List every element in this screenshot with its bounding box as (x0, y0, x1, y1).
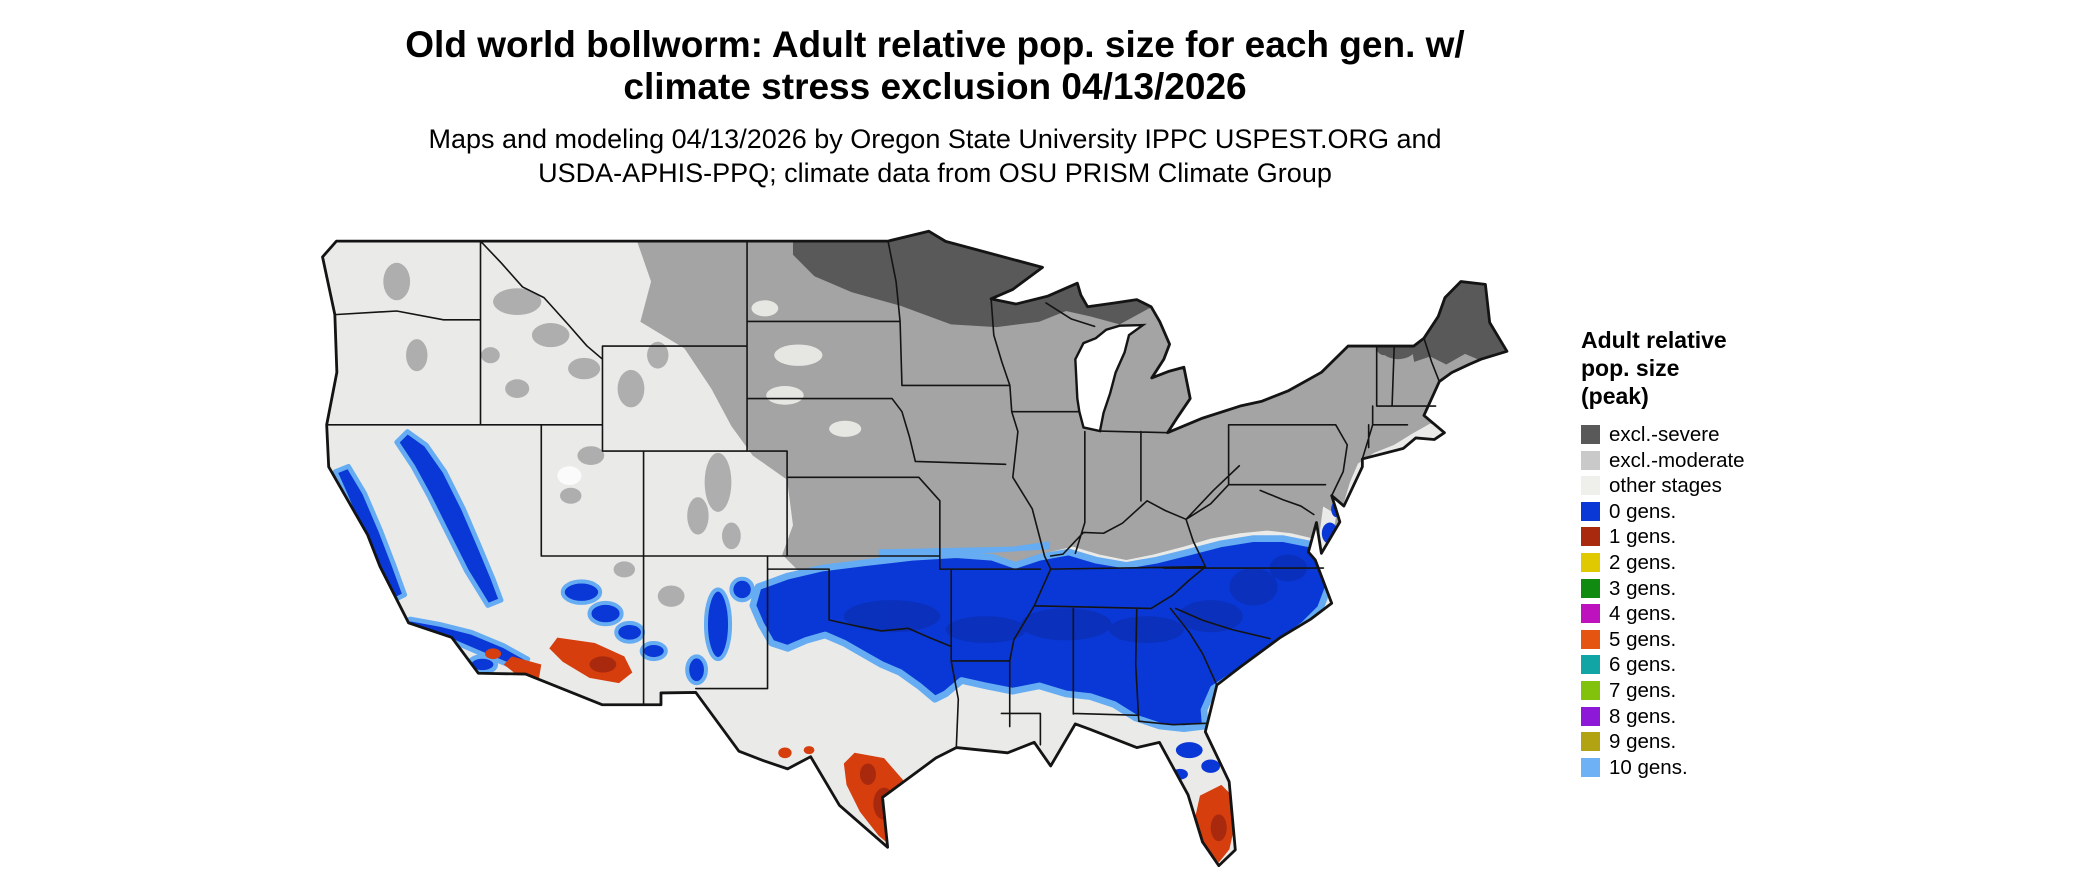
legend-title: Adult relative pop. size (peak) (1581, 326, 1861, 410)
legend-item-label: excl.-moderate (1609, 448, 1745, 472)
region-excl-severe-northeast (1408, 252, 1507, 365)
legend-swatch (1581, 450, 1600, 470)
legend-items: excl.-severe excl.-moderate other stages 0 … (1581, 424, 1861, 778)
plains-light-patches (751, 300, 862, 437)
legend-item: excl.-moderate (1581, 450, 1861, 471)
legend-item-label: 3 gens. (1609, 576, 1677, 600)
legend-item: 10 gens. (1581, 757, 1861, 778)
western-mountain-speckle (383, 262, 741, 607)
figure-title-line1: Old world bollworm: Adult relative pop. … (405, 24, 1465, 65)
great-salt-lake (557, 466, 582, 486)
legend-swatch (1581, 629, 1600, 649)
legend-item: 2 gens. (1581, 552, 1861, 573)
legend-item-label: excl.-severe (1609, 423, 1720, 446)
legend-swatch (1581, 655, 1600, 675)
legend-item: 0 gens. (1581, 501, 1861, 522)
legend-item: 7 gens. (1581, 680, 1861, 701)
legend-title-line1: Adult relative (1581, 327, 1727, 353)
legend-item: 6 gens. (1581, 654, 1861, 675)
figure-subtitle-line2: USDA-APHIS-PPQ; climate data from OSU PR… (538, 158, 1332, 188)
legend-item-label: 2 gens. (1609, 550, 1677, 574)
legend-item-label: 6 gens. (1609, 653, 1677, 677)
lake-michigan (1074, 323, 1147, 433)
figure-title-line2: climate stress exclusion 04/13/2026 (623, 66, 1247, 107)
legend-item-label: 5 gens. (1609, 627, 1677, 651)
legend-item-label: 4 gens. (1609, 602, 1677, 626)
legend-item-label: 0 gens. (1609, 499, 1677, 523)
legend-item: other stages (1581, 475, 1861, 496)
figure-title: Old world bollworm: Adult relative pop. … (135, 24, 1735, 108)
legend-swatch (1581, 604, 1600, 624)
legend-swatch (1581, 425, 1600, 444)
legend-swatch (1581, 476, 1600, 496)
legend-item-label: 9 gens. (1609, 730, 1677, 754)
us-map (316, 228, 1527, 884)
map-color-layers (322, 231, 1507, 866)
band-dark-mottle (843, 554, 1308, 644)
legend-item: 1 gens. (1581, 526, 1861, 547)
legend-item: 3 gens. (1581, 578, 1861, 599)
legend-swatch (1581, 706, 1600, 726)
legend-item-label: 1 gens. (1609, 525, 1677, 549)
legend-item-label: other stages (1609, 474, 1722, 498)
legend-item-label: 7 gens. (1609, 678, 1677, 702)
legend-item: 8 gens. (1581, 706, 1861, 727)
figure-subtitle-line1: Maps and modeling 04/13/2026 by Oregon S… (428, 124, 1442, 154)
legend-title-line2: pop. size (1581, 355, 1680, 381)
legend-swatch (1581, 501, 1600, 521)
legend-swatch (1581, 757, 1600, 777)
legend-item: 5 gens. (1581, 629, 1861, 650)
legend-title-line3: (peak) (1581, 383, 1649, 409)
region-0gens-southwest (560, 576, 755, 686)
legend-swatch (1581, 527, 1600, 547)
figure-subtitle: Maps and modeling 04/13/2026 by Oregon S… (135, 122, 1735, 190)
legend: Adult relative pop. size (peak) excl.-se… (1581, 326, 1861, 782)
legend-swatch (1581, 552, 1600, 572)
legend-swatch (1581, 680, 1600, 700)
legend-swatch (1581, 578, 1600, 598)
legend-item: 9 gens. (1581, 731, 1861, 752)
us-map-svg (321, 229, 1509, 868)
legend-item: excl.-severe (1581, 424, 1861, 445)
severe-speck-vt (1376, 341, 1393, 356)
legend-swatch (1581, 732, 1600, 752)
legend-item-label: 8 gens. (1609, 704, 1677, 728)
legend-item-label: 10 gens. (1609, 755, 1688, 779)
state-borders (325, 240, 1441, 749)
legend-item: 4 gens. (1581, 603, 1861, 624)
